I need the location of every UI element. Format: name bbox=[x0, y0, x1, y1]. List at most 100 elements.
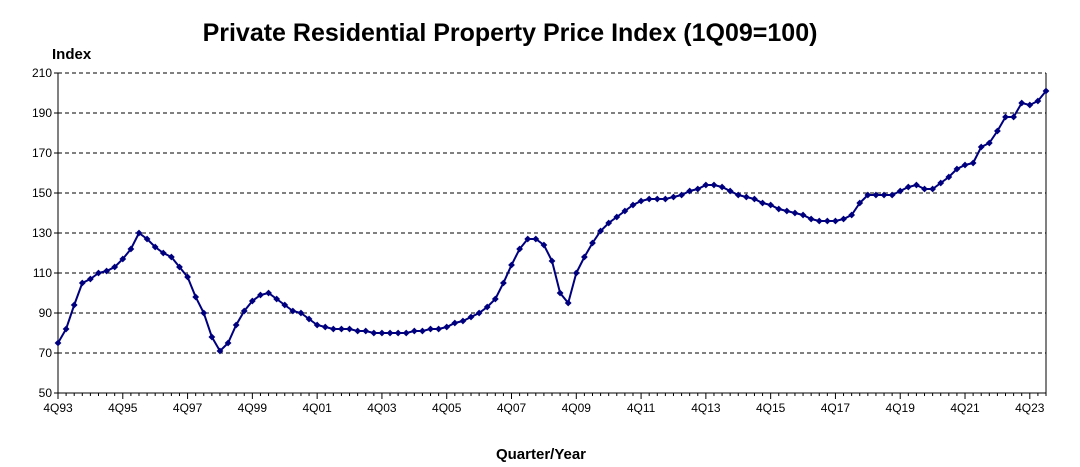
data-point bbox=[726, 187, 734, 195]
data-point bbox=[977, 143, 985, 151]
data-point bbox=[961, 161, 969, 169]
data-point bbox=[127, 245, 135, 253]
data-point bbox=[994, 127, 1001, 135]
data-point bbox=[394, 329, 402, 337]
data-point bbox=[661, 195, 669, 203]
x-tick-label: 4Q07 bbox=[497, 401, 527, 415]
data-point bbox=[143, 235, 151, 243]
data-point bbox=[1018, 99, 1026, 107]
x-tick-label: 4Q03 bbox=[367, 401, 397, 415]
data-point bbox=[969, 159, 977, 167]
data-point bbox=[103, 267, 110, 275]
data-point bbox=[435, 325, 443, 333]
data-point bbox=[718, 183, 726, 191]
data-point bbox=[362, 327, 370, 335]
data-point bbox=[86, 275, 94, 283]
axes bbox=[54, 72, 1047, 399]
data-point bbox=[921, 185, 928, 193]
data-point bbox=[427, 325, 434, 333]
x-tick-label: 4Q09 bbox=[562, 401, 592, 415]
data-point bbox=[216, 347, 224, 355]
data-point bbox=[151, 243, 159, 251]
data-point bbox=[200, 309, 208, 317]
data-point bbox=[483, 303, 491, 311]
x-tick-label: 4Q95 bbox=[108, 401, 138, 415]
data-point bbox=[815, 217, 823, 225]
data-point bbox=[597, 227, 604, 235]
x-tick-label: 4Q23 bbox=[1015, 401, 1045, 415]
y-tick-label: 210 bbox=[32, 66, 52, 80]
data-point bbox=[475, 309, 483, 317]
data-point bbox=[775, 205, 783, 213]
data-point bbox=[224, 339, 232, 347]
data-point bbox=[840, 215, 847, 223]
data-point bbox=[945, 173, 953, 181]
series-line bbox=[57, 90, 1047, 353]
x-tick-label: 4Q11 bbox=[627, 401, 656, 415]
data-point bbox=[338, 325, 345, 333]
y-tick-label: 170 bbox=[32, 146, 52, 160]
data-point bbox=[313, 321, 321, 329]
data-point bbox=[848, 211, 856, 219]
data-point bbox=[767, 201, 775, 209]
data-point bbox=[354, 327, 362, 335]
y-tick-label: 110 bbox=[33, 266, 52, 280]
data-point bbox=[1002, 113, 1009, 121]
y-tick-labels: 50 70 90 110 130 150 170 190 210 bbox=[32, 66, 52, 400]
x-tick-label: 4Q05 bbox=[432, 401, 462, 415]
data-point bbox=[807, 215, 815, 223]
data-point bbox=[904, 183, 912, 191]
data-point bbox=[410, 327, 418, 335]
data-point bbox=[913, 181, 920, 189]
data-point bbox=[799, 211, 807, 219]
data-point bbox=[329, 325, 337, 333]
data-point bbox=[491, 295, 499, 303]
data-point bbox=[386, 329, 394, 337]
x-tick-labels: 4Q93 4Q95 4Q97 4Q99 4Q01 4Q03 4Q05 4Q07 4Q09 4Q11… bbox=[43, 401, 1044, 415]
data-point bbox=[653, 195, 661, 203]
data-point bbox=[208, 333, 216, 341]
x-tick-label: 4Q21 bbox=[950, 401, 980, 415]
data-point bbox=[686, 187, 694, 195]
data-point bbox=[580, 253, 588, 261]
data-point bbox=[929, 185, 937, 193]
data-point bbox=[953, 165, 961, 173]
data-point bbox=[192, 293, 200, 301]
x-tick-label: 4Q01 bbox=[302, 401, 332, 415]
data-point bbox=[742, 193, 750, 201]
data-point bbox=[783, 207, 791, 215]
data-point bbox=[540, 241, 548, 249]
data-point bbox=[1042, 87, 1050, 95]
data-point bbox=[95, 269, 102, 277]
data-point bbox=[678, 191, 685, 199]
data-point bbox=[119, 255, 127, 263]
data-point bbox=[572, 269, 580, 277]
data-point bbox=[111, 263, 119, 271]
data-point bbox=[759, 199, 766, 207]
y-tick-label: 130 bbox=[32, 226, 52, 240]
data-point bbox=[62, 325, 70, 333]
data-point bbox=[896, 187, 904, 195]
data-point bbox=[751, 195, 758, 203]
data-point bbox=[823, 217, 831, 225]
data-point bbox=[467, 313, 475, 321]
data-point bbox=[289, 307, 297, 315]
x-tick-label: 4Q99 bbox=[238, 401, 268, 415]
data-point bbox=[637, 197, 645, 205]
data-point bbox=[370, 329, 378, 337]
chart-title: Private Residential Property Price Index… bbox=[203, 19, 818, 47]
data-point bbox=[240, 307, 248, 315]
data-point bbox=[54, 339, 62, 347]
data-point bbox=[888, 191, 896, 199]
data-point bbox=[556, 289, 564, 297]
data-point bbox=[443, 323, 451, 331]
data-point bbox=[702, 181, 710, 189]
data-point bbox=[734, 191, 742, 199]
data-point bbox=[864, 191, 872, 199]
data-point bbox=[1010, 113, 1018, 121]
y-tick-label: 190 bbox=[32, 106, 52, 120]
data-point bbox=[516, 245, 524, 253]
data-point bbox=[548, 257, 556, 265]
data-point bbox=[880, 191, 888, 199]
